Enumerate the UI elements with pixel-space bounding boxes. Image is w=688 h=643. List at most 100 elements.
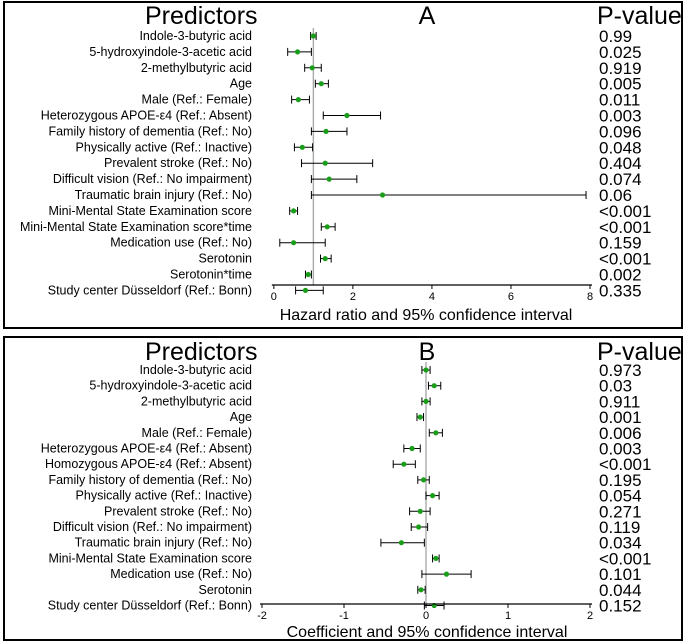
predictor-label: 5-hydroxyindole-3-acetic acid [89, 45, 252, 59]
predictor-label: Family history of dementia (Ref.: No) [48, 124, 252, 138]
predictor-label: 2-methylbutyric acid [141, 61, 252, 75]
predictor-label: Age [230, 410, 252, 424]
panel-a-x-axis-label: Hazard ratio and 95% confidence interval [280, 307, 573, 324]
estimate-marker [318, 81, 324, 87]
p-value: <0.001 [599, 218, 651, 237]
p-value: <0.001 [599, 455, 651, 474]
p-value: 0.159 [599, 234, 642, 253]
estimate-marker [299, 144, 305, 150]
p-value: 0.003 [599, 107, 642, 126]
x-axis-tick-label: -1 [339, 610, 349, 622]
p-value: 0.003 [599, 440, 642, 459]
p-value: 0.03 [599, 377, 632, 396]
p-value: 0.005 [599, 75, 642, 94]
estimate-marker [417, 414, 423, 420]
estimate-marker [323, 128, 329, 134]
p-value: 0.911 [599, 392, 640, 411]
panel-b-x-axis: -2 -1 0 1 2 [257, 603, 593, 622]
estimate-marker [443, 571, 450, 577]
panel-b-label: B [419, 338, 436, 366]
panel-b-rows: Indole-3-butyric acid 0.973 5-hydroxyindol… [41, 361, 652, 616]
p-value: 0.006 [599, 424, 642, 443]
estimate-marker [295, 97, 301, 103]
panel-a-pvalue-header: P-value [597, 2, 682, 30]
estimate-marker [433, 430, 439, 436]
predictor-label: Mini-Mental State Examination score [48, 204, 252, 218]
predictor-label: Physically active (Ref.: Inactive) [76, 489, 252, 503]
x-axis-tick-label: 4 [429, 291, 435, 303]
predictor-label: Age [230, 77, 252, 91]
p-value: 0.002 [599, 266, 642, 285]
p-value: 0.404 [599, 154, 642, 173]
estimate-marker [291, 208, 297, 214]
p-value: <0.001 [599, 250, 651, 269]
panel-a-predictors-header: Predictors [145, 2, 258, 30]
predictor-label: Heterozygous APOE-ε4 (Ref.: Absent) [41, 109, 252, 123]
predictor-label: Difficult vision (Ref.: No impairment) [53, 520, 252, 534]
x-axis-tick-label: 8 [587, 291, 593, 303]
predictor-label: Prevalent stroke (Ref.: No) [104, 156, 252, 170]
p-value: 0.044 [599, 581, 642, 600]
predictor-label: 5-hydroxyindole-3-acetic acid [89, 379, 252, 393]
predictor-label: Mini-Mental State Examination score*time [20, 220, 252, 234]
estimate-marker [291, 240, 297, 246]
predictor-label: Indole-3-butyric acid [139, 29, 252, 43]
predictor-label: Heterozygous APOE-ε4 (Ref.: Absent) [41, 442, 252, 456]
p-value: 0.919 [599, 59, 642, 78]
estimate-marker [429, 493, 436, 499]
estimate-marker [322, 256, 328, 262]
p-value: 0.119 [599, 518, 640, 537]
predictor-label: Medication use (Ref.: No) [110, 236, 252, 250]
estimate-marker [431, 383, 437, 389]
estimate-marker [418, 587, 424, 593]
estimate-marker [416, 524, 422, 530]
p-value: 0.06 [599, 186, 632, 205]
predictor-label: 2-methylbutyric acid [141, 394, 252, 408]
panel-a-frame [3, 1, 683, 329]
p-value: 0.335 [599, 281, 642, 300]
estimate-marker [294, 49, 301, 55]
estimate-marker [302, 287, 309, 293]
panel-b-frame [3, 336, 683, 641]
p-value: 0.074 [599, 170, 642, 189]
predictor-label: Mini-Mental State Examination score [48, 551, 252, 565]
estimate-marker [423, 367, 429, 373]
p-value: 0.011 [599, 91, 640, 110]
p-value: 0.973 [599, 361, 642, 380]
x-axis-tick-label: 1 [505, 610, 511, 622]
estimate-marker [344, 112, 350, 119]
estimate-marker [309, 65, 315, 71]
predictor-label: Homozygous APOE-ε4 (Ref.: Absent) [45, 457, 252, 471]
p-value: 0.101 [599, 565, 642, 584]
x-axis-tick-label: 0 [423, 610, 429, 622]
p-value: 0.034 [599, 534, 642, 553]
estimate-marker [310, 33, 316, 39]
estimate-marker [326, 176, 332, 182]
x-axis-tick-label: 0 [271, 291, 277, 303]
predictor-label: Family history of dementia (Ref.: No) [48, 473, 252, 487]
estimate-marker [409, 445, 415, 452]
x-axis-tick-label: 2 [350, 291, 356, 303]
predictor-label: Male (Ref.: Female) [142, 93, 252, 107]
predictor-label: Medication use (Ref.: No) [110, 567, 252, 581]
p-value: 0.99 [599, 27, 632, 46]
estimate-marker [322, 160, 328, 166]
predictor-label: Serotonin*time [170, 268, 252, 282]
estimate-marker [433, 555, 439, 562]
p-value: <0.001 [599, 202, 651, 221]
estimate-marker [324, 224, 330, 230]
p-value: 0.048 [599, 138, 642, 157]
p-value: 0.096 [599, 122, 642, 141]
predictor-label: Physically active (Ref.: Inactive) [76, 140, 252, 154]
p-value: 0.025 [599, 43, 642, 62]
p-value: 0.195 [599, 471, 642, 490]
p-value: 0.152 [599, 597, 642, 616]
estimate-marker [305, 271, 311, 278]
panel-b-x-axis-label: Coefficient and 95% confidence interval [287, 624, 568, 641]
p-value: 0.001 [599, 408, 642, 427]
predictor-label: Serotonin [198, 252, 252, 266]
predictor-label: Study center Düsseldorf (Ref.: Bonn) [48, 599, 252, 613]
x-axis-tick-label: 6 [508, 291, 514, 303]
estimate-marker [417, 508, 423, 514]
